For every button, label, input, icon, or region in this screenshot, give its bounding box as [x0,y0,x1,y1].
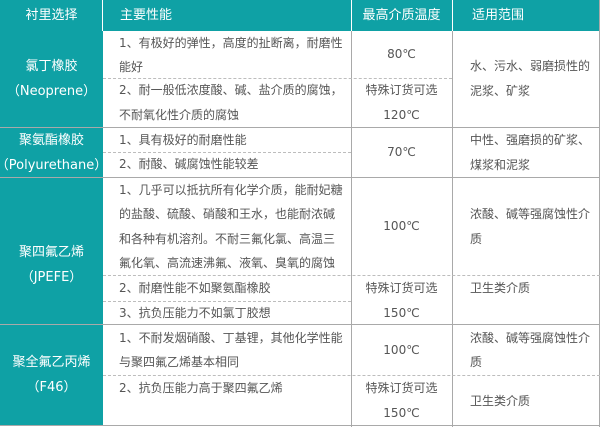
scope-line: 质 [470,231,483,246]
prop-line: 不耐氧化性介质的腐蚀 [119,107,240,122]
prop-cell: 2、耐一般低浓度酸、碱、盐介质的腐蚀， 不耐氧化性介质的腐蚀 [103,78,351,127]
prop-line: 能好 [119,59,144,74]
temp-value: 150℃ [383,406,420,420]
header-properties: 主要性能 [103,0,351,31]
temp-value: 100℃ [383,219,420,233]
prop-cell: 1、具有极好的耐磨性能 [103,128,351,152]
scope-cell: 卫生类介质 [452,376,600,426]
scope-line: 浓酸、碱等强腐蚀性介 [470,331,591,345]
temp-value: 80℃ [387,47,416,61]
scope-line: 中性、强磨损的矿浆、 [470,132,591,147]
prop-cell: 1、有极好的弹性，高度的扯断离，耐磨性 能好 [103,31,351,78]
prop-cell: 1、几乎可以抵抗所有化学介质，能耐妃糖 的盐酸、硫酸、硝酸和王水，也能耐浓碱 和各种… [103,178,351,275]
temp-value: 70℃ [387,145,416,159]
scope-line: 卫生类介质 [470,393,531,408]
temp-cell: 100℃ [351,178,452,275]
lining-polyurethane: 聚氨酯橡胶 （Polyurethane） [0,128,107,177]
scope-cell: 卫生类介质 [452,276,600,325]
temp-cell: 特殊订货可选 120℃ [351,78,452,127]
temp-value: 150℃ [383,305,420,320]
lining-en: （F46） [26,380,77,395]
prop-cell: 2、耐酸、碱腐蚀性能较差 [103,152,351,177]
scope-cell: 浓酸、碱等强腐蚀性介质 [452,178,600,275]
scope-cell: 水、污水、弱磨损性的 泥浆、矿浆 [452,31,600,127]
prop-line: 的盐酸、硫酸、硝酸和王水，也能耐浓碱 [119,207,336,221]
temp-cell: 特殊订货可选 150℃ [351,276,452,325]
temp-cell: 100℃ [351,325,452,375]
prop-cell: 3、抗负压能力不如氯丁胶想 [103,301,351,325]
prop-line: 和各种有机溶剂。不耐三氟化氯、高温三 [119,231,336,246]
temp-note: 特殊订货可选 [365,280,438,295]
lining-name: 氯丁橡胶 [25,59,78,74]
header-label: 主要性能 [120,8,173,23]
header-temperature: 最高介质温度 [351,0,452,31]
prop-line: 1、几乎可以抵抗所有化学介质，能耐妃糖 [119,182,343,197]
header-label: 最高介质温度 [362,8,441,23]
lining-en: （JPEFE） [20,270,83,285]
prop-line: 1、具有极好的耐磨性能 [119,132,247,147]
prop-line: 与聚四氟乙烯基本相同 [119,355,240,369]
scope-line: 卫生类介质 [470,281,531,295]
temp-value: 100℃ [383,342,420,357]
lining-en: （Polyurethane） [0,157,108,173]
prop-line: 氟化氧、高流速沸氟、液氧、臭氧的腐蚀 [119,256,336,270]
lining-f46: 聚全氟乙丙烯 （F46） [0,325,103,425]
header-label: 衬里选择 [25,8,78,23]
lining-ptfe: 聚四氟乙烯 （JPEFE） [0,178,103,324]
scope-line: 浓酸、碱等强腐蚀性介 [470,206,591,221]
prop-cell: 1、不耐发烟硝酸、丁基锂，其他化学性能 与聚四氟乙烯基本相同 [103,325,351,375]
scope-cell: 中性、强磨损的矿浆、 煤浆和泥浆 [452,128,600,177]
prop-line: 1、有极好的弹性，高度的扯断离，耐磨性 [119,35,343,50]
scope-line: 水、污水、弱磨损性的 [470,59,591,73]
temp-note: 特殊订货可选 [365,82,438,97]
prop-line: 2、耐一般低浓度酸、碱、盐介质的腐蚀， [119,82,343,97]
header-label: 适用范围 [472,8,525,23]
scope-line: 煤浆和泥浆 [470,157,531,172]
temp-cell: 80℃ [351,31,452,78]
scope-line: 泥浆、矿浆 [470,84,531,98]
lining-name: 聚氨酯橡胶 [18,132,84,148]
temp-value: 120℃ [383,107,420,122]
lining-name: 聚四氟乙烯 [18,245,84,260]
prop-line: 3、抗负压能力不如氯丁胶想 [119,305,271,320]
prop-line: 2、耐磨性能不如聚氨酯橡胶 [119,280,271,295]
temp-note: 特殊订货可选 [365,381,438,395]
prop-cell: 2、耐磨性能不如聚氨酯橡胶 [103,275,351,301]
lining-name: 聚全氟乙丙烯 [12,355,91,370]
lining-neoprene: 氯丁橡胶 （Neoprene） [0,31,103,127]
header-scope: 适用范围 [452,0,600,31]
temp-cell: 70℃ [351,128,452,177]
header-lining: 衬里选择 [0,0,103,31]
prop-line: 1、不耐发烟硝酸、丁基锂，其他化学性能 [119,331,343,345]
scope-cell: 浓酸、碱等强腐蚀性介质 [452,325,600,375]
prop-cell: 2、抗负压能力高于聚四氟乙烯 [103,376,351,425]
temp-cell: 特殊订货可选 150℃ [351,376,452,426]
prop-line: 2、耐酸、碱腐蚀性能较差 [119,157,259,171]
lining-en: （Neoprene） [6,84,97,99]
prop-line: 2、抗负压能力高于聚四氟乙烯 [119,381,283,395]
scope-line: 质 [470,355,483,369]
